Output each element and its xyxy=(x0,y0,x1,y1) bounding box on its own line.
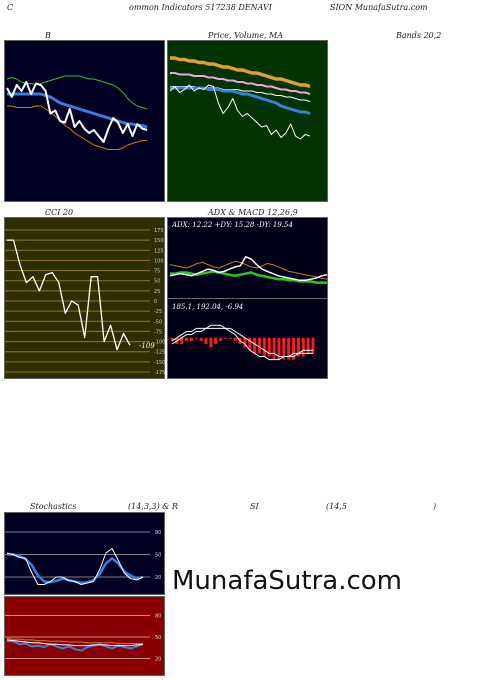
price-ma-ma-long-line xyxy=(170,56,311,89)
stochastics-tick-label: 20 xyxy=(155,575,161,581)
stoch-title-b: (14,3,3) & R xyxy=(128,502,178,511)
cci-tick-label: 150 xyxy=(154,238,164,244)
cci-tick-label: -100 xyxy=(154,340,165,346)
macd-histogram-bar xyxy=(248,337,252,351)
rsi-mid-line xyxy=(6,637,143,644)
macd-histogram-bar xyxy=(243,337,247,348)
macd-histogram-bar xyxy=(306,337,310,354)
rsi-tick-label: 50 xyxy=(155,635,161,641)
cci-tick-label: -75 xyxy=(154,329,162,335)
macd-histogram-bar xyxy=(301,337,305,357)
rsi-title-a: SI xyxy=(250,502,259,511)
macd-histogram-bar xyxy=(194,337,198,339)
macd-histogram-bar xyxy=(282,337,286,360)
watermark: MunafaSutra.com xyxy=(172,566,403,596)
bollinger-lower-line xyxy=(7,105,147,150)
bollinger-chart xyxy=(6,75,148,150)
macd-chart: 185.1, 192.04, -6.94 xyxy=(170,303,315,361)
macd-histogram-bar xyxy=(170,337,174,341)
stochastics-d-line xyxy=(6,548,144,585)
cci-tick-label: 25 xyxy=(154,289,160,295)
cci-tick-label: 0 xyxy=(154,299,157,305)
stochastics-tick-label: 50 xyxy=(155,553,161,559)
cci-tick-label: -175 xyxy=(154,370,165,376)
price-ma-close-line xyxy=(169,84,311,140)
adx-readout: ADX: 12.22 +DY: 15.28 -DY: 19.54 xyxy=(171,221,293,229)
price-ma-ma-pink-line xyxy=(170,72,311,95)
cci-tick-label: 125 xyxy=(154,248,164,254)
rsi-panel: 80 50 20 xyxy=(4,596,165,676)
macd-histogram-bar xyxy=(233,337,237,341)
rsi-rsi-smooth-line xyxy=(6,639,144,647)
cci-cci-line xyxy=(7,239,131,351)
cci-chart: 175 150 125 100 75 50 25 0 -25 -50 -75 -100 -125 -150… xyxy=(5,228,165,376)
bands-title-b: Bands 20,2 xyxy=(396,31,442,40)
adx-panel: ADX: 12.22 +DY: 15.28 -DY: 19.54 xyxy=(167,217,328,299)
macd-histogram-bar xyxy=(258,337,262,354)
cci-tick-label: -25 xyxy=(154,309,162,315)
rsi-title-b: (14,5 xyxy=(326,502,347,511)
macd-histogram-bar xyxy=(189,337,193,341)
macd-histogram-bar xyxy=(185,337,189,341)
macd-histogram-bar xyxy=(209,337,213,348)
rsi-title-c: ) xyxy=(433,502,437,511)
cci-panel: 175 150 125 100 75 50 25 0 -25 -50 -75 -100 -125 -150… xyxy=(4,217,165,379)
macd-histogram-bar xyxy=(272,337,276,360)
macd-histogram-bar xyxy=(262,337,266,357)
adx-chart: ADX: 12.22 +DY: 15.28 -DY: 19.54 xyxy=(169,221,328,284)
cci-tick-label: -150 xyxy=(154,360,165,366)
cci-tick-label: 100 xyxy=(154,258,164,264)
macd-histogram-bar xyxy=(204,337,208,344)
cci-tick-label: 50 xyxy=(154,279,160,285)
macd-histogram-bar xyxy=(223,337,227,339)
price-ma-ma-blue-line xyxy=(170,86,311,115)
macd-histogram-bar xyxy=(277,337,281,360)
bollinger-close-line xyxy=(6,81,148,143)
macd-macd-line xyxy=(171,324,313,361)
cci-title: CCI 20 xyxy=(45,208,74,217)
price-panel xyxy=(167,40,328,202)
cci-tick-label: -50 xyxy=(154,319,162,325)
rsi-tick-label: 20 xyxy=(155,657,161,663)
macd-histogram-bar xyxy=(253,337,257,354)
bollinger-middle-line xyxy=(7,92,148,129)
cci-last-value: -109 xyxy=(139,342,155,350)
macd-panel: 185.1, 192.04, -6.94 xyxy=(167,298,328,379)
stoch-chart: 80 50 20 xyxy=(5,530,161,585)
macd-histogram-bar xyxy=(228,337,232,339)
macd-histogram-bar xyxy=(287,337,291,360)
cci-tick-label: -125 xyxy=(154,350,165,356)
cci-tick-label: 75 xyxy=(154,269,160,275)
macd-histogram-bar xyxy=(292,337,296,360)
bollinger-panel xyxy=(4,40,165,202)
cci-tick-label: 175 xyxy=(154,228,164,234)
macd-readout: 185.1, 192.04, -6.94 xyxy=(172,303,243,311)
macd-histogram-bar xyxy=(214,337,218,344)
macd-signal-line xyxy=(171,327,313,357)
header-part2: SION MunafaSutra.com xyxy=(330,3,428,12)
header-part1: ommon Indicators 517238 DENAVI xyxy=(129,3,272,12)
rsi-chart: 80 50 20 xyxy=(5,613,161,663)
adx-minus-di-line xyxy=(169,256,328,282)
adx-plus-di-line xyxy=(169,260,328,280)
stochastics-tick-label: 80 xyxy=(155,530,161,536)
macd-histogram-bar xyxy=(267,337,271,357)
macd-histogram-bar xyxy=(199,337,203,341)
header-left: C xyxy=(7,3,14,12)
macd-histogram-bar xyxy=(296,337,300,357)
bands-title-a: B xyxy=(45,31,51,40)
stoch-title-a: Stochastics xyxy=(30,502,77,511)
bollinger-upper-line xyxy=(6,75,148,110)
macd-histogram-bar xyxy=(219,337,223,341)
rsi-tick-label: 80 xyxy=(155,613,161,619)
stoch-panel: 80 50 20 xyxy=(4,512,165,595)
price-title: Price, Volume, MA xyxy=(208,31,284,40)
macd-histogram-bar xyxy=(180,337,184,344)
price-chart xyxy=(169,56,311,140)
adx-title: ADX & MACD 12,26,9 xyxy=(208,208,298,217)
macd-histogram-bar xyxy=(311,337,315,354)
